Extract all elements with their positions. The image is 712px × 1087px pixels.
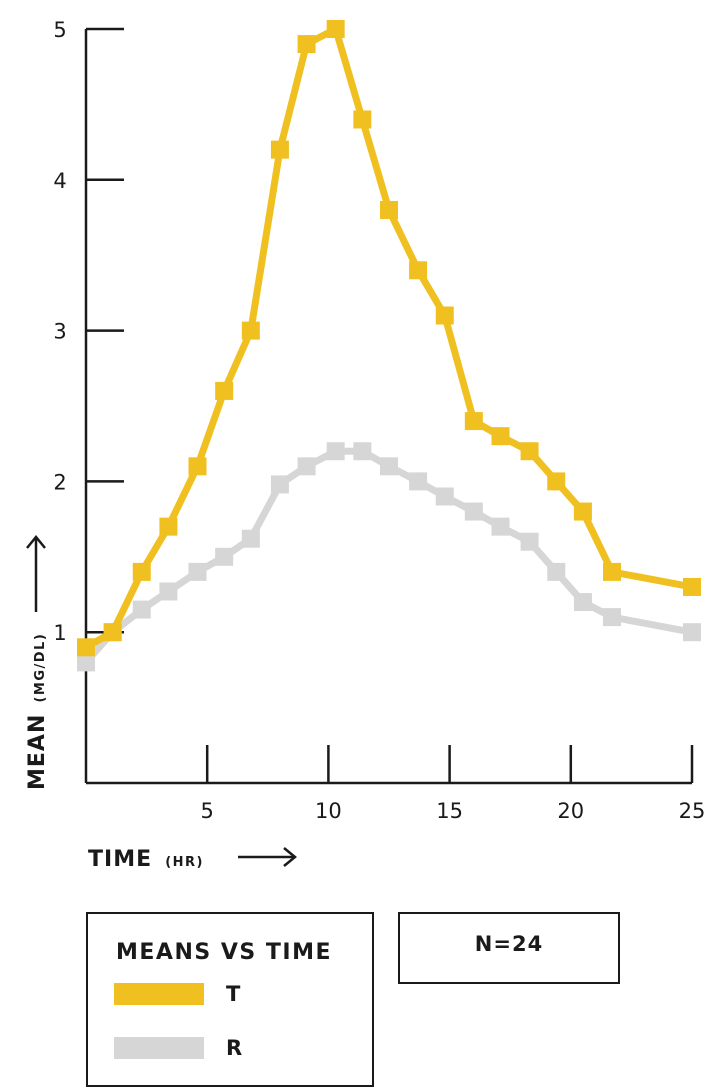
line-chart: 1 2 3 4 5 5 10 15 20 25 MEAN (MG/DL) TIME (HR)	[25, 18, 705, 872]
point-t-8	[297, 35, 316, 54]
y-tick-label-1: 1	[53, 621, 66, 645]
legend-swatch-t	[114, 983, 204, 1005]
point-r-14	[464, 502, 483, 521]
point-r-9	[326, 442, 345, 461]
y-tick-label-3: 3	[53, 320, 66, 344]
point-t-7	[270, 140, 289, 159]
point-t-13	[435, 306, 454, 325]
point-r-17	[547, 562, 566, 581]
point-r-3	[159, 582, 178, 601]
point-r-16	[520, 532, 539, 551]
svg-text:TIME (HR): TIME (HR)	[88, 847, 204, 872]
point-t-17	[547, 472, 566, 491]
point-r-11	[380, 457, 398, 476]
point-t-20	[683, 577, 701, 596]
point-t-19	[603, 562, 622, 581]
point-t-3	[159, 517, 178, 536]
x-tick-label-5: 5	[201, 799, 214, 823]
x-axis-title: TIME (HR)	[88, 847, 297, 872]
svg-text:MEAN (MG/DL): MEAN (MG/DL)	[25, 633, 50, 790]
legend-label-t: T	[226, 982, 241, 1006]
x-tick-label-25: 25	[679, 799, 706, 823]
point-t-10	[353, 110, 372, 129]
x-axis-title-main: TIME	[88, 847, 152, 872]
point-t-11	[380, 200, 398, 219]
x-axis-title-unit: (HR)	[165, 855, 204, 870]
point-t-16	[520, 442, 539, 461]
point-r-10	[353, 442, 372, 461]
x-tick-label-20: 20	[557, 799, 584, 823]
y-tick-label-4: 4	[53, 169, 66, 193]
point-r-15	[491, 517, 510, 536]
point-t-18	[573, 502, 592, 521]
legend-swatch-r	[114, 1037, 204, 1059]
point-t-4	[188, 457, 207, 476]
y-axis-title-main: MEAN	[25, 714, 50, 790]
sample-size-label: N=24	[474, 932, 544, 956]
legend: MEANS VS TIME T R	[86, 912, 374, 1087]
legend-item-r: R	[114, 1036, 242, 1060]
point-t-15	[491, 427, 510, 446]
series-t	[77, 20, 701, 657]
point-r-20	[683, 623, 701, 642]
point-r-12	[409, 472, 428, 491]
point-r-6	[241, 529, 260, 548]
point-r-13	[435, 487, 454, 506]
series-line-t	[82, 25, 696, 651]
point-t-1	[103, 623, 122, 642]
point-r-5	[215, 547, 234, 566]
point-r-18	[573, 593, 592, 612]
legend-title: MEANS VS TIME	[116, 940, 333, 965]
y-tick-label-2: 2	[53, 470, 66, 494]
point-t-0	[77, 638, 95, 657]
point-r-2	[132, 600, 151, 619]
point-r-7	[270, 475, 289, 494]
point-t-6	[241, 321, 260, 340]
x-axis: 5 10 15 20 25	[86, 745, 705, 823]
y-axis-title: MEAN (MG/DL)	[25, 535, 50, 790]
series-layer	[77, 20, 701, 672]
point-t-2	[132, 562, 151, 581]
point-r-19	[603, 608, 622, 627]
x-tick-label-10: 10	[315, 799, 342, 823]
point-t-5	[215, 381, 234, 400]
point-t-14	[464, 412, 483, 431]
point-r-4	[188, 562, 207, 581]
y-axis-arrow-icon	[26, 535, 46, 612]
legend-label-r: R	[226, 1036, 243, 1060]
sample-size-box: N=24	[398, 912, 620, 984]
point-r-8	[297, 457, 316, 476]
y-tick-label-5: 5	[53, 18, 66, 42]
legend-item-t: T	[114, 982, 240, 1006]
y-axis-title-unit: (MG/DL)	[33, 633, 48, 703]
x-axis-arrow-icon	[238, 847, 297, 867]
x-tick-label-15: 15	[436, 799, 463, 823]
point-t-12	[409, 261, 428, 280]
point-t-9	[326, 20, 345, 38]
point-r-0	[77, 653, 95, 672]
